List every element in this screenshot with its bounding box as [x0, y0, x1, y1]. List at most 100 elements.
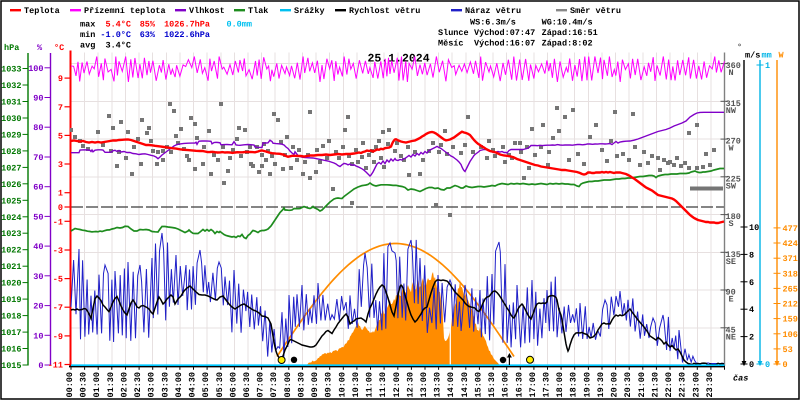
- svg-text:NW: NW: [726, 106, 737, 116]
- svg-text:360: 360: [726, 61, 741, 71]
- svg-text:70: 70: [33, 153, 43, 163]
- svg-text:-11: -11: [48, 361, 63, 371]
- svg-text:17:30: 17:30: [542, 372, 552, 398]
- svg-text:1017: 1017: [1, 328, 21, 338]
- svg-text:15:00: 15:00: [473, 372, 483, 398]
- svg-text:1032: 1032: [1, 81, 21, 91]
- svg-text:0: 0: [38, 361, 43, 371]
- svg-text:WS:6.3m/s: WS:6.3m/s: [470, 17, 516, 27]
- svg-text:13:00: 13:00: [419, 372, 429, 398]
- svg-text:1023: 1023: [1, 229, 21, 239]
- svg-text:0.0mm: 0.0mm: [226, 20, 252, 30]
- svg-text:WG:10.4m/s: WG:10.4m/s: [542, 17, 593, 27]
- svg-text:21:30: 21:30: [650, 372, 660, 398]
- svg-text:80: 80: [33, 123, 43, 133]
- svg-text:E: E: [729, 295, 734, 305]
- svg-text:265: 265: [783, 284, 798, 294]
- svg-text:Srážky: Srážky: [294, 6, 325, 16]
- svg-text:12:00: 12:00: [392, 372, 402, 398]
- svg-text:10: 10: [749, 223, 759, 233]
- svg-text:Východ:16:07: Východ:16:07: [474, 38, 535, 48]
- svg-text:90: 90: [33, 94, 43, 104]
- svg-text:03:00: 03:00: [147, 372, 157, 398]
- svg-text:SW: SW: [726, 181, 737, 191]
- svg-text:315: 315: [726, 99, 741, 109]
- svg-text:SE: SE: [726, 257, 736, 267]
- svg-text:N: N: [729, 68, 734, 78]
- svg-text:min: min: [80, 30, 95, 40]
- svg-text:02:00: 02:00: [120, 372, 130, 398]
- svg-text:Západ:8:02: Západ:8:02: [542, 38, 593, 48]
- svg-text:9: 9: [58, 74, 63, 84]
- svg-text:05:30: 05:30: [215, 372, 225, 398]
- svg-text:20:30: 20:30: [623, 372, 633, 398]
- svg-text:09:30: 09:30: [324, 372, 334, 398]
- svg-text:06:30: 06:30: [242, 372, 252, 398]
- svg-text:13:30: 13:30: [433, 372, 443, 398]
- svg-text:318: 318: [783, 269, 798, 279]
- svg-text:1018: 1018: [1, 312, 21, 322]
- svg-text:00:30: 00:30: [79, 372, 89, 398]
- svg-text:40: 40: [33, 242, 43, 252]
- svg-text:Rychlost větru: Rychlost větru: [349, 6, 420, 16]
- svg-text:1028: 1028: [1, 147, 21, 157]
- svg-text:8: 8: [749, 250, 754, 260]
- svg-text:10:30: 10:30: [351, 372, 361, 398]
- svg-text:08:00: 08:00: [283, 372, 293, 398]
- svg-text:m/s: m/s: [745, 51, 760, 61]
- svg-text:100: 100: [28, 64, 43, 74]
- svg-text:01:00: 01:00: [92, 372, 102, 398]
- svg-text:25.1.2024: 25.1.2024: [368, 53, 430, 66]
- svg-text:16:30: 16:30: [514, 372, 524, 398]
- svg-text:5.4°C: 5.4°C: [105, 20, 131, 30]
- svg-text:14:30: 14:30: [460, 372, 470, 398]
- svg-text:477: 477: [783, 224, 798, 234]
- svg-text:4: 4: [749, 305, 754, 315]
- svg-text:-1.0°C: -1.0°C: [100, 30, 131, 40]
- svg-text:Měsíc: Měsíc: [438, 38, 464, 48]
- svg-text:18:30: 18:30: [569, 372, 579, 398]
- svg-text:08:30: 08:30: [296, 372, 306, 398]
- svg-text:10: 10: [33, 331, 43, 341]
- svg-text:15:30: 15:30: [487, 372, 497, 398]
- svg-text:0: 0: [749, 360, 754, 370]
- svg-text:max: max: [80, 20, 95, 30]
- svg-text:23:30: 23:30: [705, 372, 715, 398]
- svg-text:1024: 1024: [1, 213, 21, 223]
- svg-text:07:30: 07:30: [269, 372, 279, 398]
- svg-text:04:30: 04:30: [188, 372, 198, 398]
- svg-text:0: 0: [783, 360, 788, 370]
- svg-text:1027: 1027: [1, 163, 21, 173]
- svg-text:6: 6: [749, 278, 754, 288]
- svg-text:Přízemní teplota: Přízemní teplota: [84, 6, 166, 16]
- svg-text:10:00: 10:00: [337, 372, 347, 398]
- svg-text:50: 50: [33, 212, 43, 222]
- svg-text:00:00: 00:00: [65, 372, 75, 398]
- svg-text:Směr větru: Směr větru: [570, 6, 621, 16]
- svg-text:01:30: 01:30: [106, 372, 116, 398]
- svg-text:-9: -9: [53, 332, 63, 342]
- svg-text:270: 270: [726, 137, 741, 147]
- svg-text:1022: 1022: [1, 246, 21, 256]
- svg-text:Teplota: Teplota: [24, 6, 60, 16]
- svg-text:°C: °C: [54, 43, 64, 53]
- svg-text:85%: 85%: [140, 20, 156, 30]
- svg-text:7: 7: [58, 103, 63, 113]
- svg-text:-7: -7: [53, 303, 63, 313]
- svg-text:1020: 1020: [1, 279, 21, 289]
- svg-text:21:00: 21:00: [637, 372, 647, 398]
- svg-text:63%: 63%: [140, 30, 156, 40]
- svg-text:1031: 1031: [1, 98, 21, 108]
- svg-text:3.4°C: 3.4°C: [105, 41, 131, 51]
- svg-text:18:00: 18:00: [555, 372, 565, 398]
- svg-text:1021: 1021: [1, 262, 21, 272]
- svg-text:20:00: 20:00: [610, 372, 620, 398]
- svg-text:424: 424: [783, 239, 798, 249]
- svg-text:14:00: 14:00: [446, 372, 456, 398]
- svg-text:0: 0: [58, 203, 63, 213]
- svg-text:5: 5: [58, 131, 63, 141]
- svg-text:2: 2: [749, 333, 754, 343]
- svg-text:45: 45: [726, 325, 736, 335]
- svg-text:Slunce: Slunce: [438, 28, 469, 38]
- svg-text:90: 90: [726, 288, 736, 298]
